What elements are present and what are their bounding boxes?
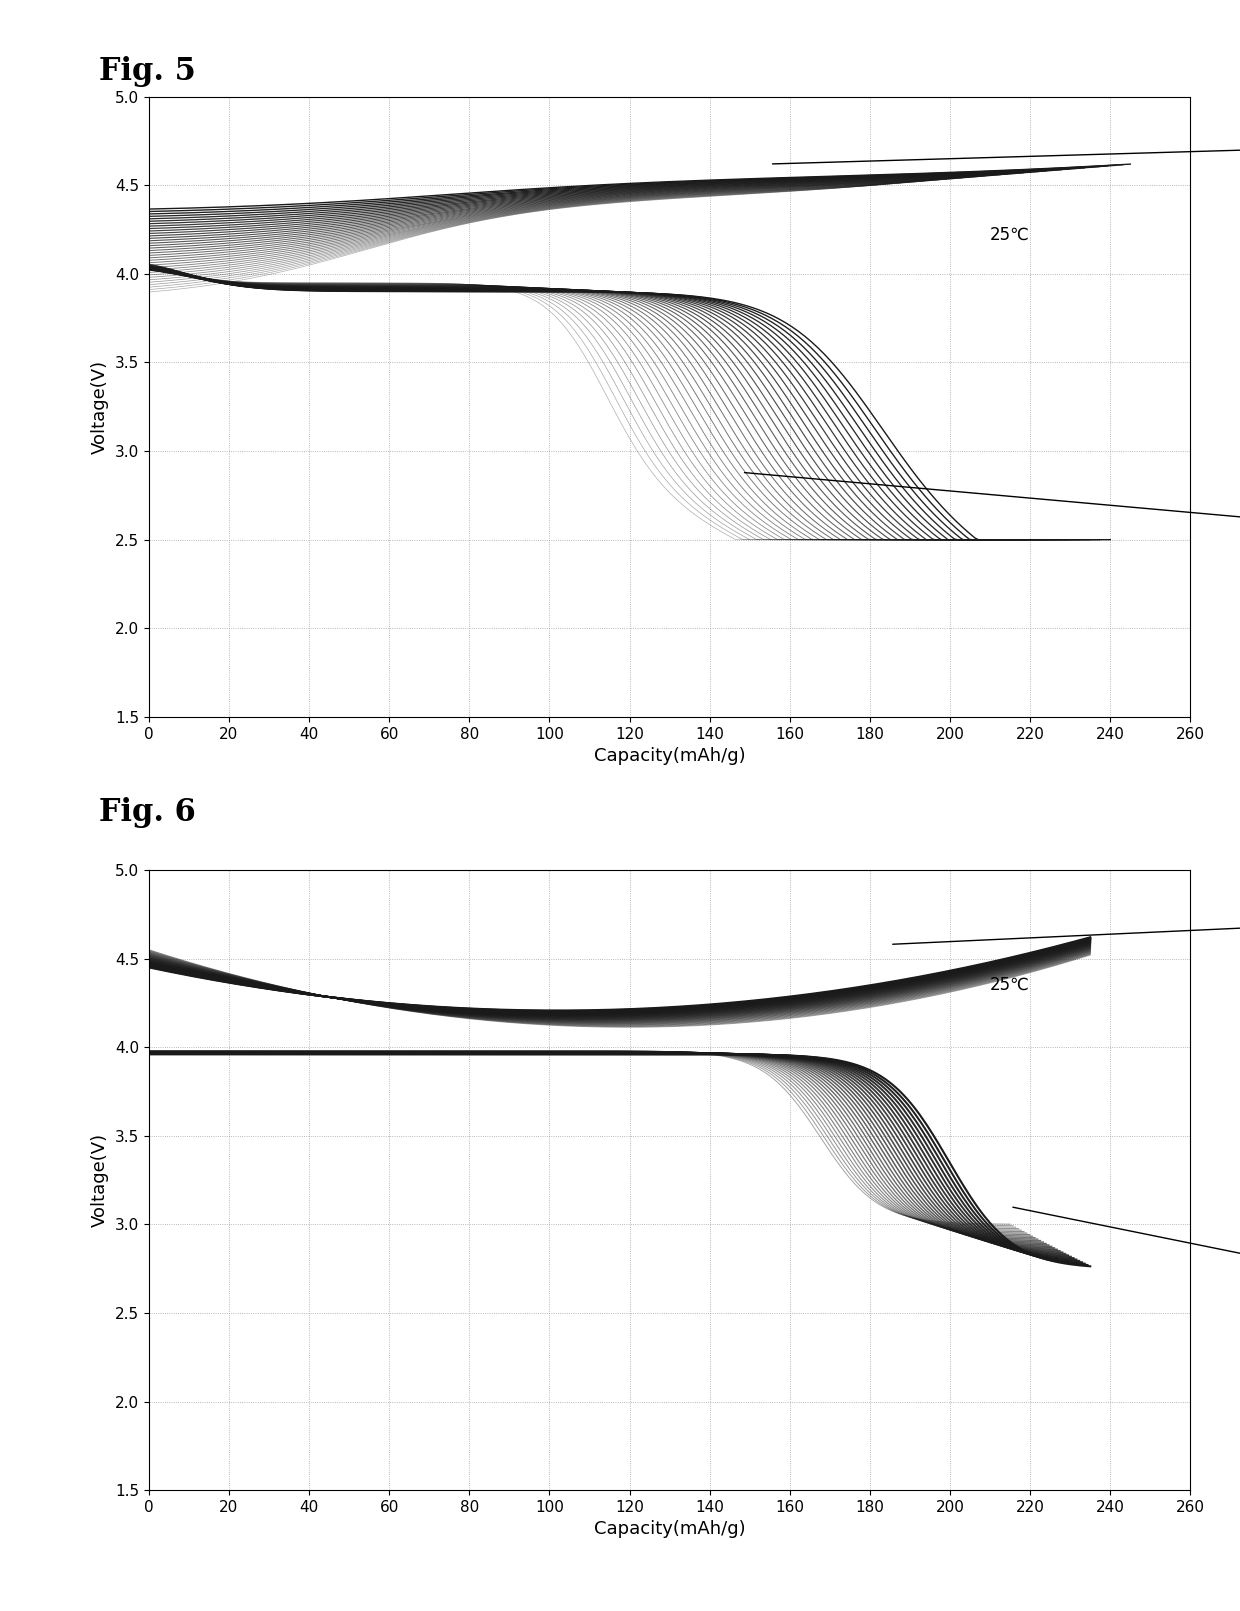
X-axis label: Capacity(mAh/g): Capacity(mAh/g) bbox=[594, 1521, 745, 1539]
Text: CHARGE: CHARGE bbox=[893, 878, 1240, 944]
Text: Fig. 5: Fig. 5 bbox=[99, 56, 196, 87]
Text: DISCHARGE: DISCHARGE bbox=[1013, 1207, 1240, 1303]
Text: 25℃: 25℃ bbox=[990, 226, 1030, 243]
Text: DISCHARGE: DISCHARGE bbox=[744, 472, 1240, 540]
Y-axis label: Voltage(V): Voltage(V) bbox=[92, 359, 109, 454]
Text: 25℃: 25℃ bbox=[990, 976, 1030, 994]
Text: Fig. 6: Fig. 6 bbox=[99, 797, 196, 828]
Text: CHARGE: CHARGE bbox=[773, 114, 1240, 164]
Y-axis label: Voltage(V): Voltage(V) bbox=[92, 1133, 109, 1228]
X-axis label: Capacity(mAh/g): Capacity(mAh/g) bbox=[594, 748, 745, 765]
